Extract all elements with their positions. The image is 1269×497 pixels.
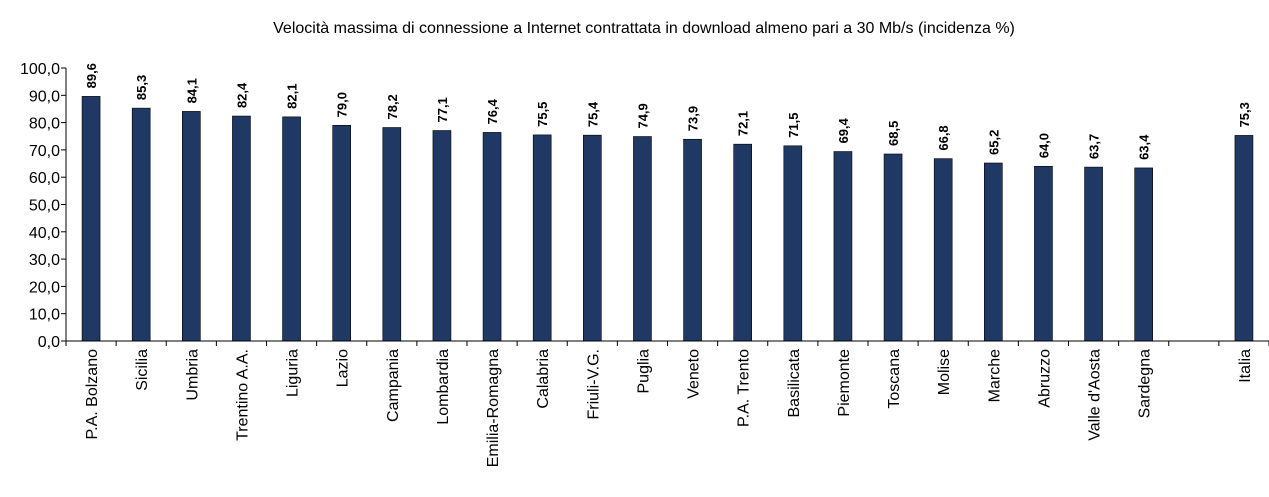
y-tick-label: 80,0 [29, 116, 60, 133]
data-label: 79,0 [335, 92, 350, 117]
y-tick-label: 40,0 [29, 225, 60, 242]
x-tick-label: Umbria [184, 349, 201, 401]
data-label: 64,0 [1036, 133, 1051, 158]
x-tick-label: P.A. Trento [736, 349, 753, 427]
x-tick-label: Liguria [285, 349, 302, 397]
data-label: 75,5 [535, 102, 550, 127]
y-tick-label: 20,0 [29, 279, 60, 296]
x-tick-label: Valle d'Aosta [1087, 349, 1104, 441]
bar [131, 107, 151, 342]
bar [1234, 135, 1254, 342]
bar [583, 134, 602, 342]
x-tick-label: Sicilia [134, 349, 151, 391]
bar [182, 111, 201, 342]
data-label: 89,6 [84, 63, 99, 88]
bar [232, 115, 251, 342]
y-tick-label: 0,0 [38, 334, 60, 351]
x-tick-label: Piemonte [836, 349, 853, 417]
data-label: 73,9 [686, 106, 701, 131]
x-tick-label: Italia [1237, 349, 1254, 383]
bar [282, 116, 301, 342]
data-label: 84,1 [184, 78, 199, 103]
data-label: 66,8 [936, 125, 951, 150]
x-tick-label: Friuli-V.G. [585, 349, 602, 420]
data-label: 72,1 [736, 111, 751, 136]
x-tick-label: Campania [385, 349, 402, 422]
bar [332, 125, 351, 342]
x-tick-label: P.A. Bolzano [84, 349, 101, 440]
bar [532, 134, 552, 342]
y-tick-label: 90,0 [29, 88, 60, 105]
bar [382, 127, 402, 342]
y-tick-label: 30,0 [29, 252, 60, 269]
x-tick-label: Veneto [686, 349, 703, 399]
x-tick-label: Puglia [635, 349, 652, 394]
bars: 89,6 85,3 84,1 82,4 82,1 79,0 78,2 77,1 76,4 75,5… [81, 63, 1254, 342]
x-tick-label: Trentino A.A. [234, 349, 251, 441]
x-tick-label: Abruzzo [1036, 349, 1053, 408]
x-axis: P.A. Bolzano Sicilia Umbria Trentino A.A. Li… [65, 340, 1269, 467]
data-label: 78,2 [385, 94, 400, 119]
bar [833, 151, 853, 342]
x-tick-label: Lombardia [435, 349, 452, 425]
data-label: 74,9 [635, 103, 650, 128]
data-label: 63,4 [1137, 134, 1152, 160]
data-label: 82,1 [285, 84, 300, 109]
data-label: 75,4 [585, 101, 600, 127]
data-label: 69,4 [836, 117, 851, 143]
bar [482, 132, 502, 342]
x-tick-label: Marche [986, 349, 1003, 402]
data-label: 85,3 [134, 75, 149, 100]
bar [1134, 167, 1153, 342]
bar [933, 158, 953, 342]
x-tick-label: Calabria [535, 349, 552, 409]
data-label: 75,3 [1237, 102, 1252, 127]
chart-title: Velocità massima di connessione a Intern… [273, 20, 1015, 37]
y-tick-label: 100,0 [20, 61, 60, 78]
data-label: 82,4 [234, 82, 249, 108]
x-tick-label: Molise [936, 349, 953, 395]
x-tick-label: Emilia-Romagna [485, 349, 502, 467]
bar [1034, 165, 1053, 342]
bar [1084, 166, 1103, 342]
data-label: 63,7 [1087, 134, 1102, 159]
data-label: 68,5 [886, 121, 901, 146]
bar [683, 138, 702, 342]
bar [81, 96, 101, 342]
y-tick-label: 50,0 [29, 198, 60, 215]
bar [432, 130, 452, 342]
data-label: 71,5 [786, 112, 801, 137]
data-label: 65,2 [986, 130, 1001, 155]
x-tick-label: Toscana [886, 349, 903, 409]
y-tick-label: 10,0 [29, 307, 60, 324]
y-axis: 0,0 10,0 20,0 30,0 40,0 50,0 60,0 70,0 80,0 90,0 1… [20, 61, 67, 351]
bar [633, 136, 652, 342]
bar [733, 143, 752, 342]
y-tick-label: 60,0 [29, 170, 60, 187]
x-tick-label: Sardegna [1137, 349, 1154, 418]
data-label: 76,4 [485, 98, 500, 124]
bar [984, 162, 1003, 342]
y-tick-label: 70,0 [29, 143, 60, 160]
bar [783, 145, 803, 342]
x-tick-label: Basilicata [786, 349, 803, 418]
x-tick-label: Lazio [335, 349, 352, 387]
data-label: 77,1 [435, 97, 450, 122]
bar [883, 153, 903, 342]
